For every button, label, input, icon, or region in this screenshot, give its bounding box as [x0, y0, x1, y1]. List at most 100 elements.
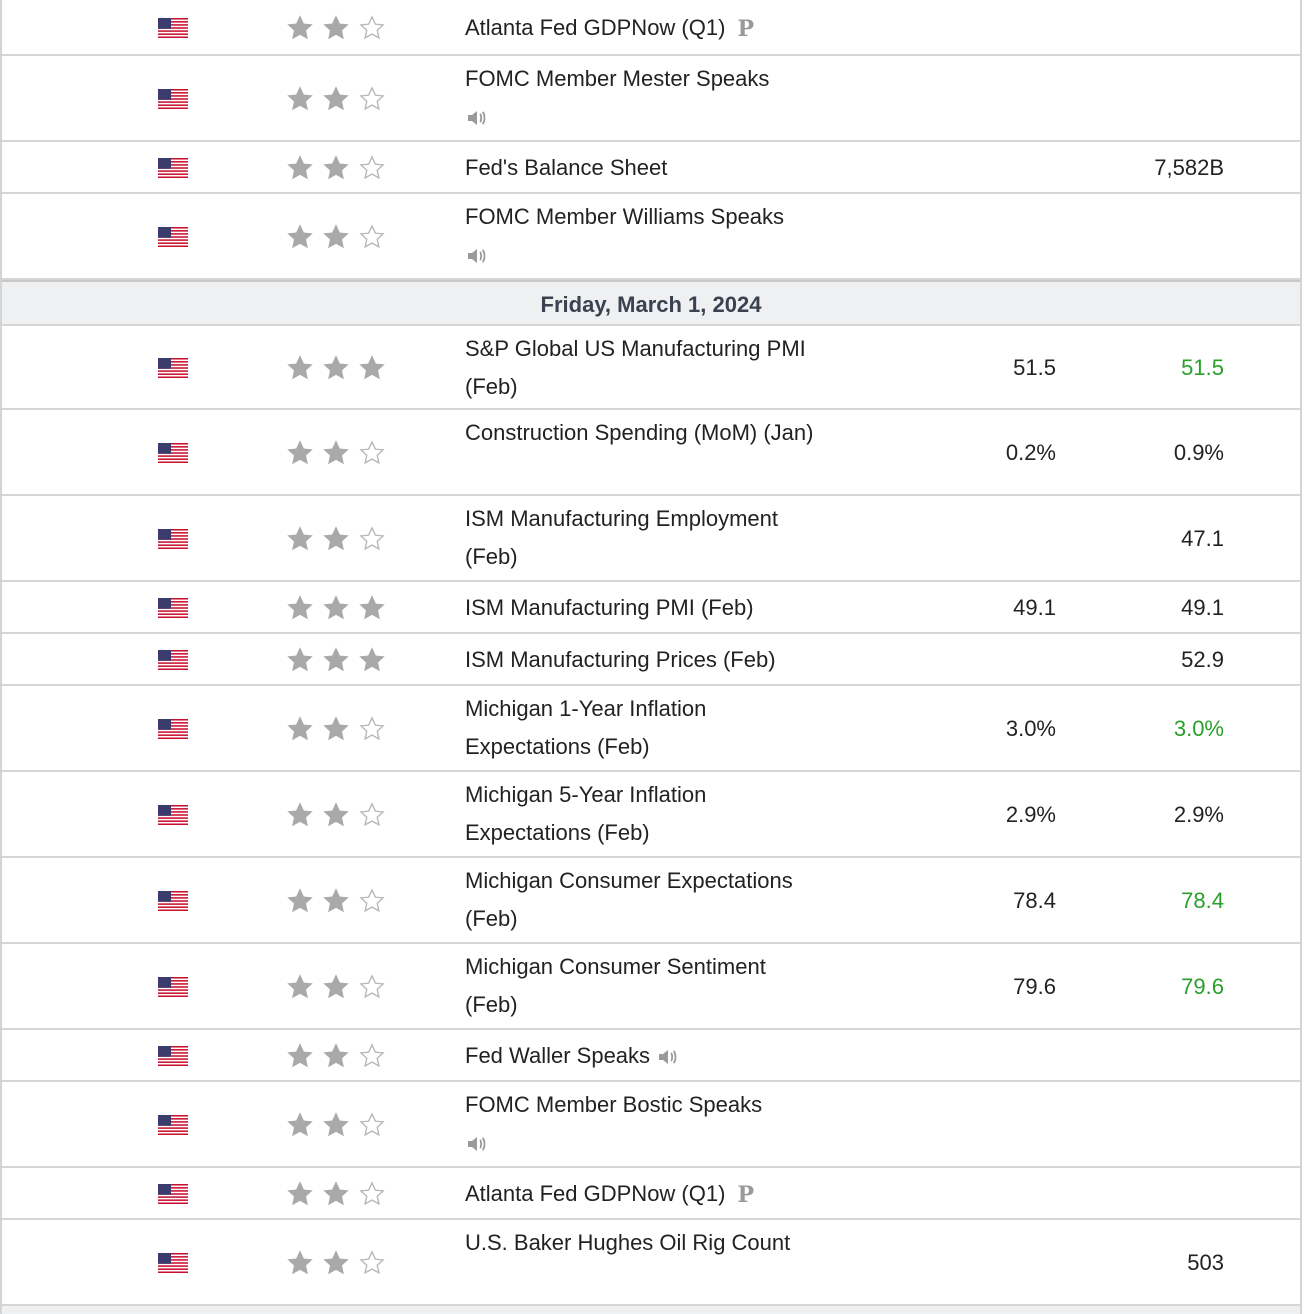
star-filled-icon	[287, 974, 313, 999]
star-filled-icon	[287, 716, 313, 741]
us-flag-icon	[158, 1253, 188, 1273]
table-row[interactable]: FOMC Member Williams Speaks	[2, 194, 1300, 280]
event-name-link[interactable]: Construction Spending (MoM) (Jan)	[465, 414, 815, 452]
star-filled-icon	[323, 355, 349, 380]
star-filled-icon	[323, 1181, 349, 1206]
star-empty-icon	[359, 155, 385, 180]
actual-value: 49.1	[1181, 595, 1224, 620]
table-row[interactable]: Michigan Consumer Sentiment (Feb) 79.6 79.…	[2, 944, 1300, 1030]
event-name-link[interactable]: ISM Manufacturing PMI (Feb)	[465, 589, 885, 627]
preliminary-icon: P	[737, 1182, 754, 1209]
importance-stars	[286, 715, 386, 743]
star-filled-icon	[323, 15, 349, 40]
star-filled-icon	[287, 1043, 313, 1068]
event-name: U.S. Baker Hughes Oil Rig Count	[465, 1230, 791, 1255]
importance-stars	[286, 973, 386, 1001]
importance-stars	[286, 887, 386, 915]
table-row[interactable]: ISM Manufacturing Employment (Feb) 47.1	[2, 496, 1300, 582]
table-row[interactable]: FOMC Member Mester Speaks	[2, 56, 1300, 142]
event-name: Fed Waller Speaks	[465, 1043, 651, 1068]
event-name: Construction Spending (MoM) (Jan)	[465, 420, 814, 445]
forecast-value: 3.0%	[1005, 716, 1056, 741]
event-name-link[interactable]: FOMC Member Mester Speaks	[465, 60, 885, 136]
event-name-link[interactable]: Michigan 5-Year Inflation Expectations (…	[465, 776, 815, 852]
speaker-icon[interactable]	[465, 1133, 489, 1155]
importance-stars	[286, 1249, 386, 1277]
event-name: ISM Manufacturing Employment (Feb)	[465, 506, 779, 569]
speaker-icon[interactable]	[656, 1046, 680, 1068]
event-name-link[interactable]: Michigan Consumer Expectations (Feb)	[465, 862, 815, 938]
table-row[interactable]: Fed Waller Speaks	[2, 1030, 1300, 1082]
star-filled-icon	[287, 888, 313, 913]
actual-value: 47.1	[1181, 526, 1224, 551]
event-name: Atlanta Fed GDPNow (Q1)	[465, 15, 726, 40]
table-row[interactable]: Fed's Balance Sheet 7,582B	[2, 142, 1300, 194]
speaker-icon[interactable]	[465, 107, 489, 129]
star-filled-icon	[323, 974, 349, 999]
actual-value: 503	[1187, 1250, 1224, 1275]
event-name-link[interactable]: FOMC Member Williams Speaks	[465, 198, 885, 274]
star-filled-icon	[359, 647, 385, 672]
event-name: Fed's Balance Sheet	[465, 155, 668, 180]
table-row[interactable]: FOMC Member Bostic Speaks	[2, 1082, 1300, 1168]
star-filled-icon	[287, 526, 313, 551]
table-row[interactable]: Michigan 5-Year Inflation Expectations (…	[2, 772, 1300, 858]
forecast-value: 79.6	[1013, 974, 1056, 999]
star-filled-icon	[287, 224, 313, 249]
event-name-link[interactable]: ISM Manufacturing Employment (Feb)	[465, 500, 815, 576]
table-row[interactable]: U.S. Baker Hughes Oil Rig Count 503	[2, 1220, 1300, 1306]
us-flag-icon	[158, 227, 188, 247]
event-name-link[interactable]: Atlanta Fed GDPNow (Q1) P	[465, 9, 885, 48]
event-name-link[interactable]: Fed's Balance Sheet	[465, 149, 885, 187]
preliminary-icon: P	[737, 16, 754, 43]
us-flag-icon	[158, 598, 188, 618]
star-empty-icon	[359, 1112, 385, 1137]
importance-stars	[286, 1180, 386, 1208]
event-name-link[interactable]: S&P Global US Manufacturing PMI (Feb)	[465, 330, 815, 406]
table-row[interactable]: ISM Manufacturing Prices (Feb) 52.9	[2, 634, 1300, 686]
star-empty-icon	[359, 974, 385, 999]
actual-value: 2.9%	[1173, 802, 1224, 827]
star-filled-icon	[287, 647, 313, 672]
us-flag-icon	[158, 719, 188, 739]
star-filled-icon	[287, 355, 313, 380]
star-empty-icon	[359, 526, 385, 551]
star-filled-icon	[323, 440, 349, 465]
star-filled-icon	[287, 1250, 313, 1275]
table-row[interactable]: Atlanta Fed GDPNow (Q1) P	[2, 0, 1300, 56]
forecast-value: 78.4	[1013, 888, 1056, 913]
event-name-link[interactable]: Fed Waller Speaks	[465, 1037, 885, 1075]
star-filled-icon	[323, 595, 349, 620]
star-filled-icon	[323, 224, 349, 249]
forecast-value: 2.9%	[1005, 802, 1056, 827]
star-filled-icon	[323, 1112, 349, 1137]
event-name-link[interactable]: ISM Manufacturing Prices (Feb)	[465, 641, 885, 679]
us-flag-icon	[158, 89, 188, 109]
event-name-link[interactable]: Atlanta Fed GDPNow (Q1) P	[465, 1175, 885, 1214]
table-row[interactable]: Construction Spending (MoM) (Jan) 0.2% 0.9…	[2, 410, 1300, 496]
star-empty-icon	[359, 224, 385, 249]
event-name-link[interactable]: U.S. Baker Hughes Oil Rig Count	[465, 1224, 815, 1262]
star-filled-icon	[287, 155, 313, 180]
event-name-link[interactable]: Michigan Consumer Sentiment (Feb)	[465, 948, 815, 1024]
event-name-link[interactable]: FOMC Member Bostic Speaks	[465, 1086, 885, 1162]
event-name: S&P Global US Manufacturing PMI (Feb)	[465, 336, 806, 399]
table-row[interactable]: Atlanta Fed GDPNow (Q1) P	[2, 1168, 1300, 1220]
star-empty-icon	[359, 1043, 385, 1068]
star-filled-icon	[323, 86, 349, 111]
event-name-link[interactable]: Michigan 1-Year Inflation Expectations (…	[465, 690, 815, 766]
event-name: FOMC Member Bostic Speaks	[465, 1092, 763, 1117]
star-filled-icon	[359, 595, 385, 620]
table-row[interactable]: S&P Global US Manufacturing PMI (Feb) 51.…	[2, 326, 1300, 410]
speaker-icon[interactable]	[465, 245, 489, 267]
us-flag-icon	[158, 158, 188, 178]
table-row[interactable]: Michigan 1-Year Inflation Expectations (…	[2, 686, 1300, 772]
us-flag-icon	[158, 977, 188, 997]
table-row[interactable]: ISM Manufacturing PMI (Feb) 49.1 49.1	[2, 582, 1300, 634]
star-filled-icon	[323, 526, 349, 551]
star-filled-icon	[323, 155, 349, 180]
actual-value: 3.0%	[1173, 716, 1224, 741]
event-name: Michigan 1-Year Inflation Expectations (…	[465, 696, 707, 759]
table-row[interactable]: Michigan Consumer Expectations (Feb) 78.4…	[2, 858, 1300, 944]
